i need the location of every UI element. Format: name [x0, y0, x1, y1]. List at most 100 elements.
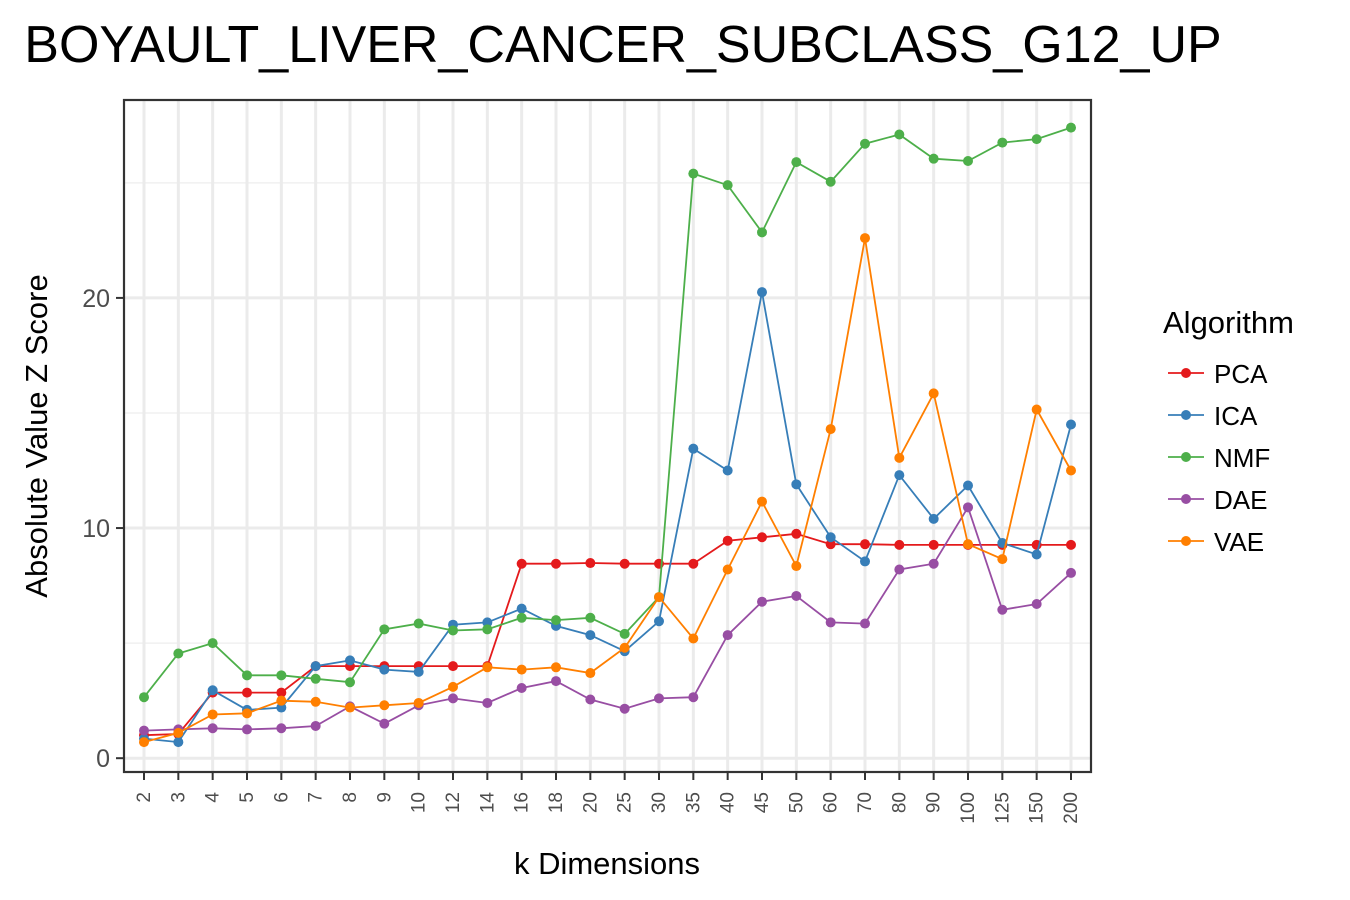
data-point-pca [585, 558, 596, 569]
data-point-nmf [310, 673, 321, 684]
data-point-dae [379, 718, 390, 729]
y-axis: 0 10 20 [82, 285, 124, 773]
data-point-dae [963, 502, 973, 513]
data-point-ica [825, 532, 836, 543]
data-point-pca [757, 532, 767, 543]
data-point-ica [722, 465, 733, 476]
x-tick-label: 20 [580, 792, 601, 813]
series-vae [139, 233, 1076, 748]
data-point-pca [516, 558, 527, 569]
x-tick-label: 12 [443, 792, 464, 813]
x-axis-title: k Dimensions [514, 846, 700, 881]
data-point-ica [173, 737, 184, 748]
data-point-vae [997, 554, 1008, 565]
data-point-nmf [722, 180, 733, 191]
data-point-pca [1066, 539, 1076, 550]
x-tick-label: 150 [1027, 792, 1048, 824]
legend-key-point [1181, 410, 1191, 420]
data-point-nmf [345, 677, 355, 688]
chart-title: BOYAULT_LIVER_CANCER_SUBCLASS_G12_UP [24, 16, 1221, 74]
data-point-vae [619, 642, 630, 653]
data-point-vae [516, 664, 527, 675]
data-point-nmf [860, 138, 870, 149]
x-tick-label: 14 [477, 792, 498, 814]
data-point-pca [551, 558, 561, 569]
data-point-pca [242, 687, 252, 698]
x-tick-label: 8 [340, 792, 361, 803]
legend-label: ICA [1214, 401, 1258, 431]
data-point-dae [1066, 567, 1076, 578]
data-point-ica [654, 616, 664, 627]
legend-title: Algorithm [1163, 305, 1294, 340]
legend-key-point [1181, 452, 1191, 462]
data-point-dae [276, 723, 287, 734]
data-point-dae [997, 604, 1008, 615]
data-point-ica [1066, 419, 1076, 430]
x-tick-label: 30 [649, 792, 670, 813]
y-tick-label: 20 [82, 285, 110, 313]
data-point-dae [207, 723, 218, 734]
legend-key-point [1181, 494, 1191, 504]
x-tick-label: 10 [409, 792, 430, 813]
x-tick-label: 2 [134, 792, 155, 803]
data-point-ica [379, 664, 390, 675]
data-point-vae [722, 564, 733, 575]
x-tick-label: 9 [374, 792, 395, 803]
data-point-vae [585, 668, 596, 679]
data-point-vae [242, 708, 252, 719]
data-point-vae [173, 727, 184, 738]
data-point-vae [207, 709, 218, 720]
data-point-nmf [379, 624, 390, 635]
x-tick-label: 16 [512, 792, 533, 813]
x-tick-label: 5 [237, 792, 258, 803]
data-point-ica [585, 630, 596, 641]
data-point-dae [825, 617, 836, 628]
data-point-pca [276, 687, 287, 698]
data-point-nmf [482, 624, 493, 635]
data-point-pca [825, 539, 836, 550]
data-point-dae [139, 725, 149, 736]
data-point-pca [791, 528, 802, 539]
legend-item-vae: VAE [1168, 527, 1264, 557]
data-point-ica [345, 655, 355, 666]
data-point-pca [722, 535, 733, 546]
data-point-ica [482, 617, 493, 628]
data-point-nmf [516, 612, 527, 623]
data-point-nmf [791, 157, 802, 168]
data-point-pca [448, 661, 458, 672]
x-tick-label: 35 [683, 792, 704, 813]
data-point-ica [791, 479, 802, 490]
data-point-dae [551, 676, 561, 687]
data-point-dae [585, 694, 596, 705]
y-axis-title: Absolute Value Z Score [19, 274, 54, 597]
x-tick-label: 40 [718, 792, 739, 813]
data-point-dae [688, 692, 699, 703]
x-tick-label: 100 [958, 792, 979, 824]
x-tick-label: 80 [889, 792, 910, 813]
data-point-vae [310, 696, 321, 707]
data-point-ica [516, 603, 527, 614]
data-point-nmf [1031, 134, 1042, 145]
series-line-dae [143, 505, 1072, 732]
x-tick-label: 3 [168, 792, 189, 803]
data-point-nmf [619, 628, 630, 639]
y-tick-label: 0 [96, 745, 110, 773]
data-point-ica [860, 556, 870, 567]
data-point-vae [688, 633, 699, 644]
data-point-nmf [551, 615, 561, 626]
data-point-vae [345, 702, 355, 713]
data-point-vae [139, 737, 149, 748]
data-point-vae [379, 700, 390, 711]
data-point-ica [1031, 549, 1042, 560]
data-point-vae [894, 452, 905, 463]
data-point-pca [928, 539, 939, 550]
data-point-ica [310, 661, 321, 672]
minor-gridlines [124, 182, 1091, 644]
data-point-vae [825, 424, 836, 435]
series-nmf [139, 122, 1076, 703]
data-point-nmf [585, 612, 596, 623]
data-point-vae [448, 681, 458, 692]
data-point-dae [516, 683, 527, 693]
data-point-vae [1066, 465, 1076, 476]
